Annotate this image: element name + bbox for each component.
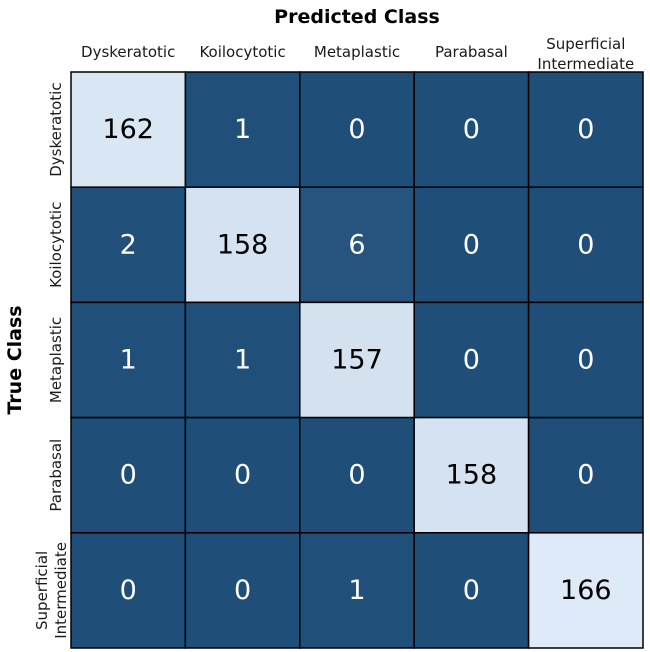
heatmap-cell bbox=[299, 71, 415, 188]
y-tick-label: Koilocytotic bbox=[47, 202, 65, 288]
cell-value-label: 0 bbox=[577, 345, 594, 376]
cell-value-label: 1 bbox=[120, 345, 137, 376]
svg-text:Dyskeratotic: Dyskeratotic bbox=[47, 82, 65, 176]
x-axis-title: Predicted Class bbox=[274, 6, 440, 28]
cell-value-label: 158 bbox=[446, 460, 498, 491]
cell-value-label: 0 bbox=[577, 229, 594, 260]
cell-value-label: 6 bbox=[348, 229, 365, 260]
heatmap-cell bbox=[70, 416, 187, 534]
heatmap-cell bbox=[184, 71, 301, 188]
heatmap-cell bbox=[527, 416, 644, 534]
heatmap-cell bbox=[413, 71, 530, 188]
cell-value-label: 1 bbox=[234, 114, 251, 145]
svg-text:Koilocytotic: Koilocytotic bbox=[47, 202, 65, 288]
x-tick-label: Dyskeratotic bbox=[81, 43, 175, 61]
cell-value-label: 0 bbox=[577, 460, 594, 491]
cell-value-label: 157 bbox=[331, 345, 383, 376]
cell-value-label: 2 bbox=[120, 229, 137, 260]
y-tick-label: Parabasal bbox=[47, 439, 65, 512]
cell-value-label: 0 bbox=[120, 575, 137, 606]
y-axis-title: True Class bbox=[4, 305, 26, 414]
cell-value-label: 0 bbox=[463, 229, 480, 260]
heatmap-cell bbox=[527, 532, 644, 649]
heatmap-cell bbox=[184, 532, 301, 649]
svg-text:Metaplastic: Metaplastic bbox=[47, 317, 65, 403]
y-tick-label: Dyskeratotic bbox=[47, 82, 65, 176]
heatmap-cell bbox=[413, 301, 530, 419]
cell-value-label: 0 bbox=[577, 114, 594, 145]
cell-value-label: 1 bbox=[234, 345, 251, 376]
cell-value-label: 166 bbox=[560, 575, 612, 606]
y-tick-labels: Dyskeratotic Koilocytotic Metaplastic Parab… bbox=[33, 82, 70, 638]
x-tick-labels: Dyskeratotic Koilocytotic Metaplastic Parab… bbox=[81, 35, 634, 73]
heatmap-cell bbox=[413, 416, 530, 534]
heatmap-cell bbox=[70, 532, 187, 649]
heatmap-cell bbox=[184, 301, 301, 419]
cell-value-label: 158 bbox=[217, 229, 269, 260]
cell-value-label: 0 bbox=[234, 575, 251, 606]
x-tick-label: Metaplastic bbox=[314, 43, 400, 61]
y-tick-label: Metaplastic bbox=[47, 317, 65, 403]
heatmap-cell bbox=[527, 301, 644, 419]
cell-value-label: 0 bbox=[348, 460, 365, 491]
cell-value-label: 0 bbox=[463, 114, 480, 145]
cell-value-label: 0 bbox=[463, 575, 480, 606]
heatmap-cell bbox=[299, 416, 415, 534]
heatmap-cell bbox=[527, 186, 644, 304]
cell-value-label: 1 bbox=[348, 575, 365, 606]
heatmap-cell bbox=[70, 186, 187, 304]
heatmap-cell bbox=[527, 71, 644, 188]
heatmap-cell bbox=[184, 416, 301, 534]
heatmap-cells: 162 1 0 0 0 2 158 6 0 0 1 1 157 0 0 0 0 0 158 0 0 0 1 0 166 bbox=[70, 71, 644, 649]
heatmap-cell bbox=[299, 532, 415, 649]
x-tick-label: Superficial Intermediate bbox=[537, 35, 634, 73]
heatmap-cell bbox=[299, 186, 415, 304]
cell-value-label: 0 bbox=[234, 460, 251, 491]
svg-text:SuperficialIntermediate: SuperficialIntermediate bbox=[33, 542, 70, 639]
x-tick-label: Koilocytotic bbox=[199, 43, 285, 61]
cell-value-label: 0 bbox=[120, 460, 137, 491]
cell-value-label: 0 bbox=[463, 345, 480, 376]
cell-value-label: 0 bbox=[348, 114, 365, 145]
x-tick-label: Parabasal bbox=[435, 43, 508, 61]
cell-value-label: 162 bbox=[102, 114, 154, 145]
svg-text:Parabasal: Parabasal bbox=[47, 439, 65, 512]
heatmap-cell bbox=[70, 71, 187, 188]
y-tick-label: SuperficialIntermediate bbox=[33, 542, 70, 639]
heatmap-cell bbox=[299, 301, 415, 419]
